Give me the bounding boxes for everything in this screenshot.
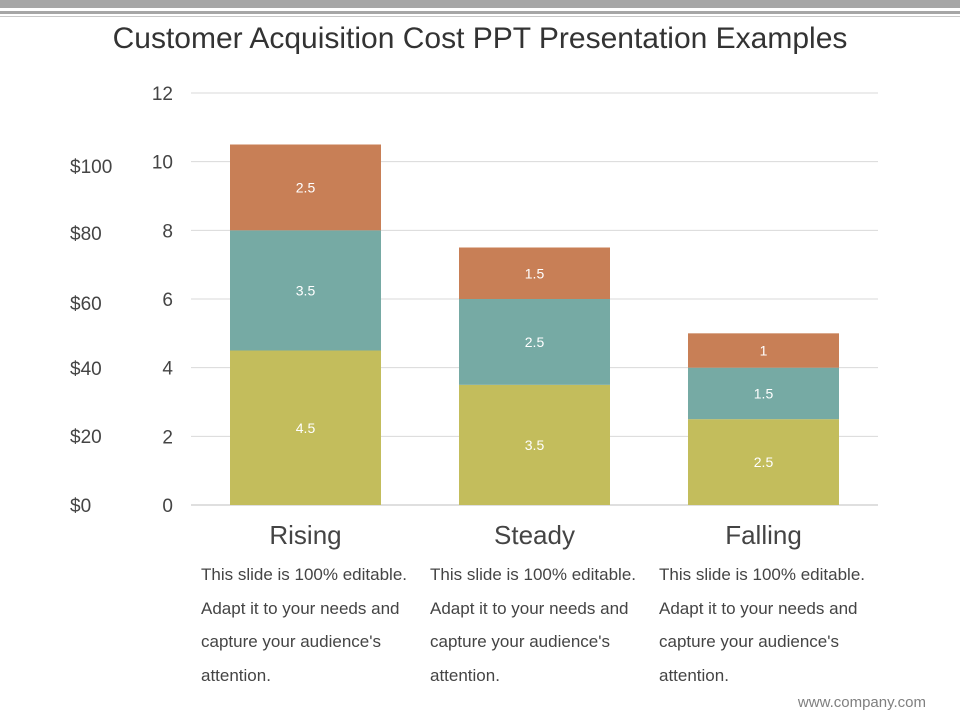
bar-segment-steady-2 (459, 247, 610, 299)
bar-segment-rising-0 (230, 350, 381, 505)
data-label: 3.5 (296, 282, 316, 298)
y-tick-label: 10 (152, 153, 173, 174)
bar-segment-steady-0 (459, 384, 610, 505)
secondary-axis-label: $40 (70, 359, 102, 380)
bar-segment-rising-2 (230, 144, 381, 231)
slide-title: Customer Acquisition Cost PPT Presentati… (112, 22, 848, 55)
data-label: 1.5 (525, 265, 545, 281)
bar-segment-steady-1 (459, 299, 610, 385)
top-decor-bar (0, 0, 960, 8)
y-tick-label: 0 (162, 496, 173, 517)
y-tick-label: 8 (162, 221, 173, 242)
description-steady: This slide is 100% editable. Adapt it to… (430, 565, 637, 685)
x-category-label: Rising (269, 520, 341, 550)
description-rising: This slide is 100% editable. Adapt it to… (201, 565, 408, 685)
description-falling: This slide is 100% editable. Adapt it to… (659, 565, 866, 685)
data-label: 1.5 (754, 385, 774, 401)
x-category-label: Falling (725, 520, 802, 550)
data-label: 2.5 (296, 179, 316, 195)
bar-segment-rising-1 (230, 230, 381, 351)
top-decor-thin-line (0, 16, 960, 17)
data-label: 4.5 (296, 420, 316, 436)
secondary-axis-label: $100 (70, 157, 113, 178)
data-label: 2.5 (525, 334, 545, 350)
secondary-axis-label: $20 (70, 427, 102, 448)
y-tick-label: 2 (162, 427, 173, 448)
y-tick-label: 6 (162, 290, 173, 311)
y-tick-label: 4 (162, 359, 173, 380)
data-label: 1 (760, 343, 768, 359)
secondary-axis-label: $80 (70, 224, 102, 245)
stacked-bar-chart: 0 2 4 6 8 10 12 4.5 3.5 2.5 Rising 3.5 2.5 1.5 Steady 2… (152, 84, 878, 550)
secondary-axis-label: $60 (70, 294, 102, 315)
data-label: 3.5 (525, 437, 545, 453)
bar-segment-falling-1 (688, 367, 839, 420)
bar-segment-falling-2 (688, 333, 839, 368)
y-tick-label: 12 (152, 84, 173, 105)
bar-segment-falling-0 (688, 419, 839, 505)
secondary-axis-label: $0 (70, 496, 92, 517)
top-decor-line (0, 11, 960, 14)
data-label: 2.5 (754, 454, 774, 470)
x-category-label: Steady (494, 520, 575, 550)
footer-website: www.company.com (797, 694, 926, 711)
